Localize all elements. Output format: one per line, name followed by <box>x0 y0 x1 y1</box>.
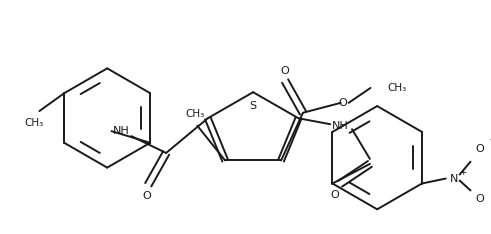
Text: -: - <box>490 134 491 144</box>
Text: O: O <box>281 66 290 76</box>
Text: O: O <box>338 98 347 108</box>
Text: O: O <box>475 194 484 204</box>
Text: O: O <box>331 190 340 200</box>
Text: CH₃: CH₃ <box>186 109 205 119</box>
Text: NH: NH <box>113 126 130 136</box>
Text: O: O <box>475 144 484 154</box>
Text: CH₃: CH₃ <box>25 118 44 128</box>
Text: +: + <box>459 168 466 177</box>
Text: CH₃: CH₃ <box>387 83 407 93</box>
Text: NH: NH <box>332 121 349 131</box>
Text: O: O <box>142 191 151 201</box>
Text: S: S <box>249 101 257 111</box>
Text: N: N <box>449 174 458 183</box>
